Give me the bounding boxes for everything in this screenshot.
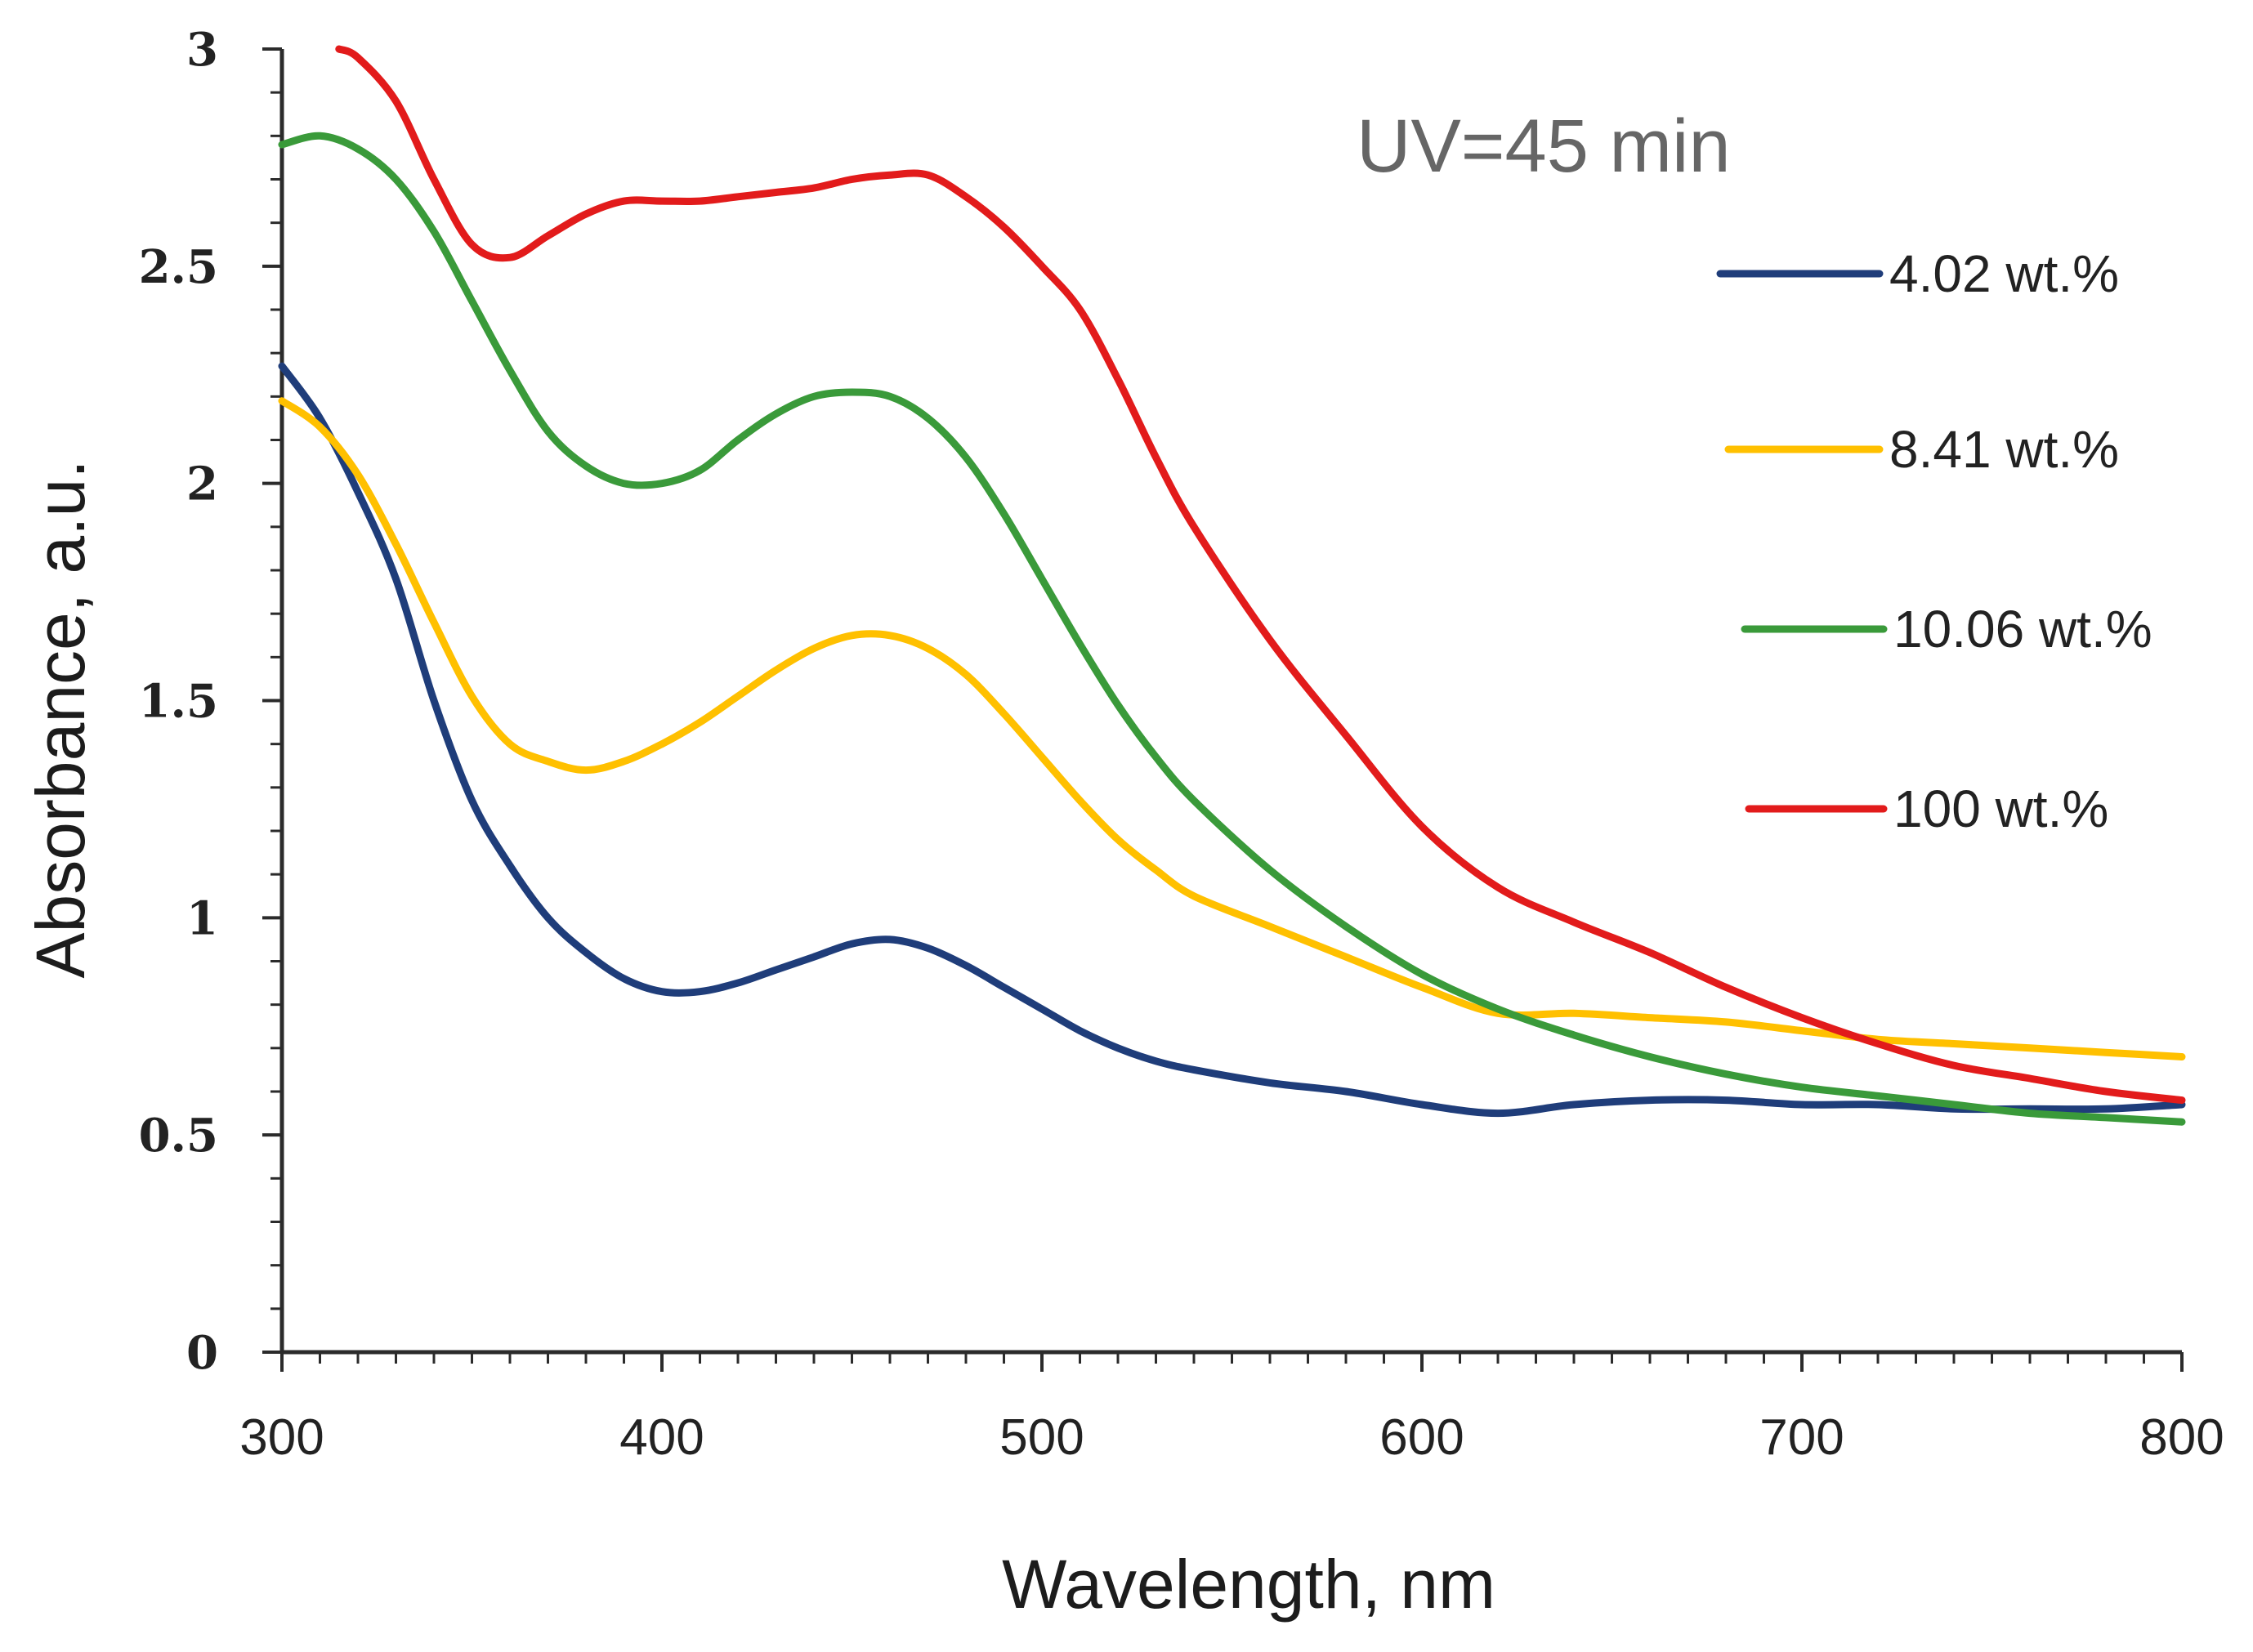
y-tick-label: 0	[186, 1326, 218, 1380]
y-tick-label: 1.5	[139, 675, 218, 729]
plot-lines	[278, 45, 2186, 1126]
legend-label: 10.06 wt.%	[1893, 600, 2152, 659]
y-tick-label: 2.5	[139, 240, 218, 294]
x-tick-label: 400	[619, 1409, 704, 1466]
uv-annotation: UV=45 min	[1357, 105, 1731, 188]
y-axis-title: Absorbance, a.u.	[22, 459, 99, 978]
legend: 4.02 wt.% 8.41 wt.% 10.06 wt.% 100 wt.%	[1716, 244, 2152, 838]
legend-label: 100 wt.%	[1893, 779, 2108, 838]
series-line-3	[278, 132, 2186, 1126]
y-tick-label: 0.5	[139, 1109, 218, 1163]
legend-label: 4.02 wt.%	[1889, 244, 2119, 303]
x-tick-label: 300	[239, 1409, 324, 1466]
y-tick-label: 1	[186, 891, 218, 945]
tick-labels: 0 0.5 1 1.5 2 2.5 3 300 400 500 600 700 800	[139, 23, 2224, 1466]
y-tick-label: 3	[186, 23, 218, 77]
legend-label: 8.41 wt.%	[1889, 420, 2119, 479]
x-tick-label: 700	[1759, 1409, 1844, 1466]
x-tick-label: 800	[2139, 1409, 2224, 1466]
series-line-2	[278, 397, 2186, 1060]
x-axis-title: Wavelength, nm	[1002, 1546, 1495, 1623]
x-tick-label: 600	[1379, 1409, 1464, 1466]
major-ticks	[262, 47, 2184, 1372]
series-line-4	[335, 45, 2186, 1105]
y-tick-label: 2	[186, 458, 218, 511]
series-line-1	[278, 362, 2186, 1118]
x-tick-label: 500	[999, 1409, 1084, 1466]
